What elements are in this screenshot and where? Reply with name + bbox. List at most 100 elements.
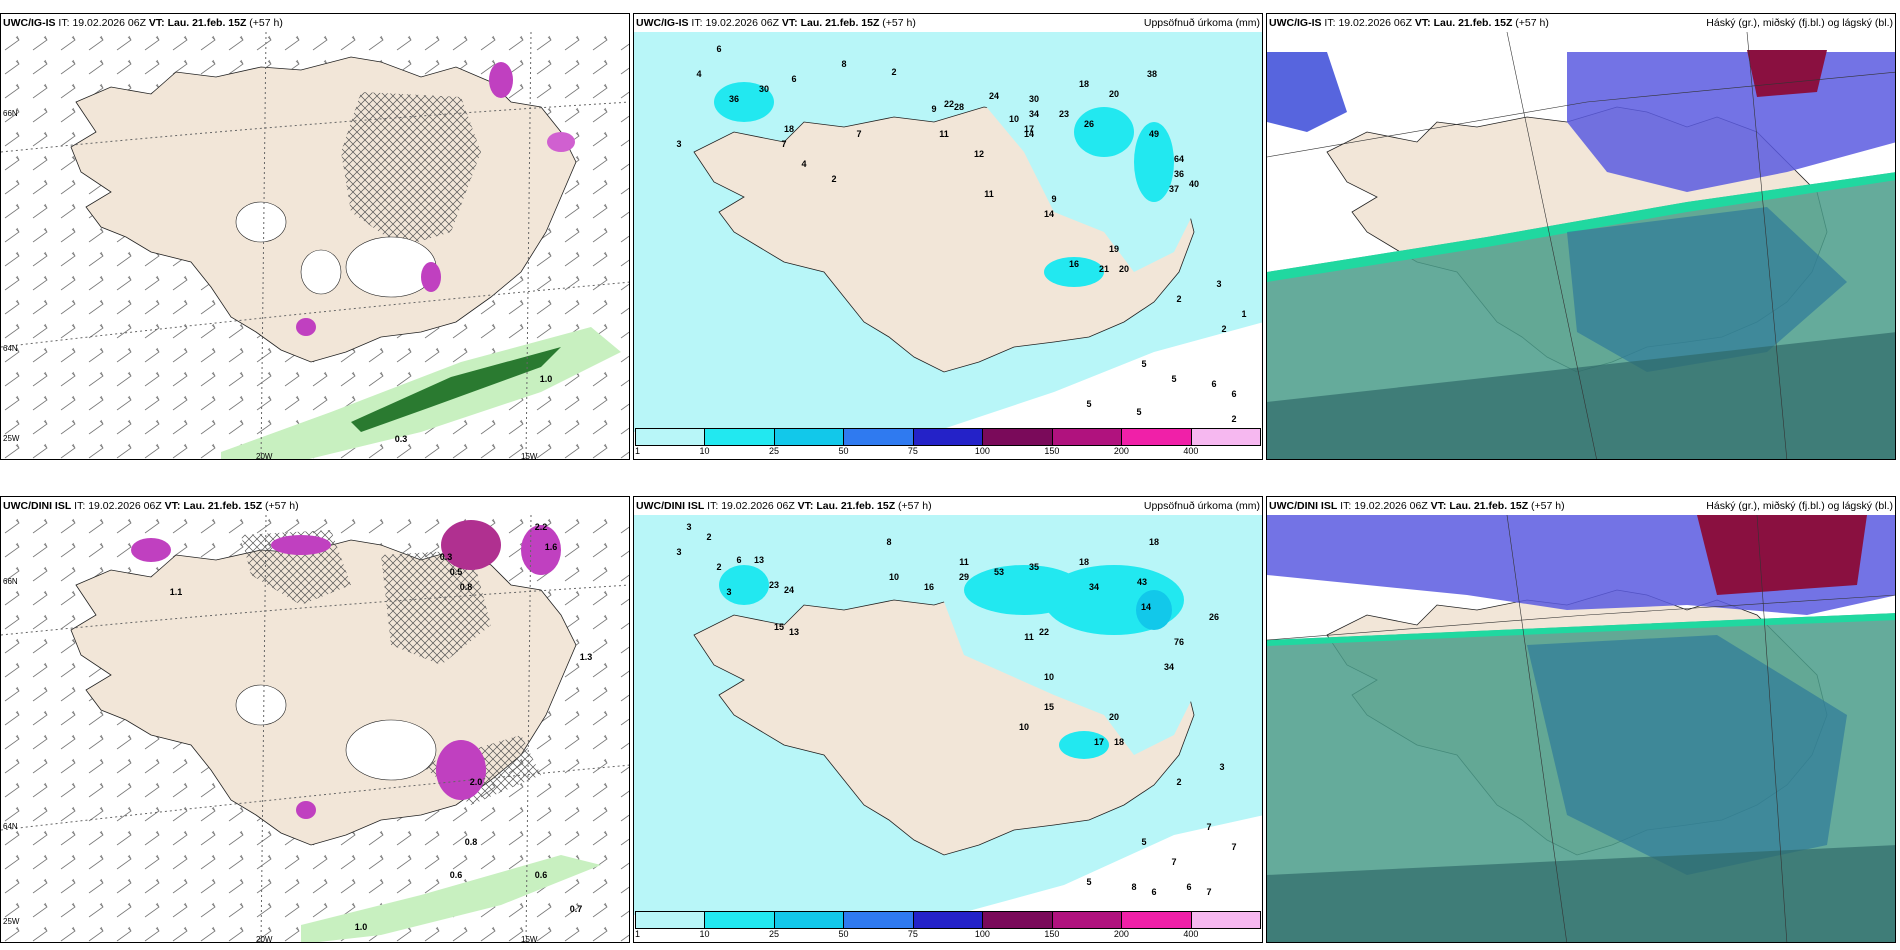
lead-time: (+57 h): [249, 17, 283, 29]
precip-value: 23: [768, 580, 780, 590]
precip-value: 5: [1141, 837, 1147, 847]
precip-value: 2: [1176, 777, 1182, 787]
precip-value: 22: [943, 99, 955, 109]
precip-value: 38: [1146, 69, 1158, 79]
precip-value: 2: [1221, 324, 1227, 334]
legend-cell: [774, 912, 845, 928]
panel-header: UWC/DINI ISL IT: 19.02.2026 06Z VT: Lau.…: [1, 497, 629, 515]
precip-value: 26: [1083, 119, 1095, 129]
precip-value: 22: [1038, 627, 1050, 637]
wind-value: 0.8: [459, 582, 473, 592]
precip-value: 6: [791, 74, 797, 84]
legend-cell: [636, 912, 706, 928]
precip-value: 29: [958, 572, 970, 582]
precip-value: 19: [1108, 244, 1120, 254]
lon-line: [260, 515, 267, 942]
precip-value: 20: [1108, 89, 1120, 99]
precip-value: 5: [1136, 407, 1142, 417]
lon-label: 20W: [256, 935, 273, 943]
legend-tick: 150: [1044, 929, 1060, 939]
it-value: 19.02.2026 06Z: [72, 17, 146, 29]
wind-map: [1, 32, 629, 459]
precip-value: 2: [706, 532, 712, 542]
precip-value: 10: [1008, 114, 1020, 124]
panel-igis-cloud: UWC/IG-IS IT: 19.02.2026 06Z VT: Lau. 21…: [1266, 13, 1896, 460]
precip-value: 36: [728, 94, 740, 104]
precip-value: 76: [1173, 637, 1185, 647]
precip-value: 3: [726, 587, 732, 597]
panel-header: UWC/IG-IS IT: 19.02.2026 06Z VT: Lau. 21…: [634, 14, 1262, 32]
precip-value: 36: [1173, 169, 1185, 179]
grid-line: [1267, 32, 1895, 459]
it-label: IT:: [1340, 500, 1352, 512]
legend-tick: 400: [1183, 929, 1199, 939]
lead-time: (+57 h): [882, 17, 916, 29]
precip-value: 30: [758, 84, 770, 94]
vt-value: Lau. 21.feb. 15Z: [816, 500, 896, 512]
precip-mid-area: [1134, 122, 1174, 202]
precip-value: 3: [686, 522, 692, 532]
precip-value: 13: [753, 555, 765, 565]
precip-value: 18: [783, 124, 795, 134]
panel-dini-wind: UWC/DINI ISL IT: 19.02.2026 06Z VT: Lau.…: [0, 496, 630, 943]
cloud-map: [1267, 32, 1895, 459]
model-name: UWC/DINI ISL: [1269, 500, 1338, 512]
vt-value: Lau. 21.feb. 15Z: [1449, 500, 1529, 512]
legend-cell: [913, 429, 984, 445]
precip-value: 43: [1136, 577, 1148, 587]
precip-area: [131, 538, 171, 562]
wind-value: 1.0: [354, 922, 368, 932]
it-label: IT:: [691, 17, 703, 29]
precip-mid-area: [719, 565, 769, 605]
precip-value: 2: [891, 67, 897, 77]
precip-value: 17: [1093, 737, 1105, 747]
vt-label: VT:: [164, 500, 181, 512]
precip-value: 15: [773, 622, 785, 632]
legend-ticks: 1 10 25 50 75 100 150 200 400: [635, 446, 1261, 458]
precip-value: 7: [1171, 857, 1177, 867]
precip-value: 8: [886, 537, 892, 547]
wind-value: 2.0: [469, 777, 483, 787]
cloud-map: [1267, 515, 1895, 942]
precip-value: 3: [676, 139, 682, 149]
lat-label: 64N: [3, 344, 18, 353]
precip-value: 5: [1141, 359, 1147, 369]
it-label: IT:: [74, 500, 86, 512]
precip-value: 6: [1231, 389, 1237, 399]
low-cloud: [1567, 207, 1847, 372]
precip-value: 6: [1151, 887, 1157, 897]
lon-label: 15W: [521, 452, 538, 460]
low-cloud: [1267, 845, 1895, 942]
legend-tick: 200: [1113, 446, 1129, 456]
legend-cell: [1122, 912, 1192, 928]
legend-cell: [983, 429, 1053, 445]
precip-value: 6: [716, 44, 722, 54]
panel-dini-precip: UWC/DINI ISL IT: 19.02.2026 06Z VT: Lau.…: [633, 496, 1263, 943]
panel-header: UWC/IG-IS IT: 19.02.2026 06Z VT: Lau. 21…: [1, 14, 629, 32]
lat-label: 66N: [3, 109, 18, 118]
model-name: UWC/DINI ISL: [3, 500, 72, 512]
precip-value: 8: [841, 59, 847, 69]
legend-tick: 50: [838, 929, 849, 939]
it-label: IT:: [1324, 17, 1336, 29]
precip-value: 40: [1188, 179, 1200, 189]
product-title: Háský (gr.), miðský (fj.bl.) og lágský (…: [1706, 17, 1893, 29]
lead-time: (+57 h): [898, 500, 932, 512]
precip-legend: 1 10 25 50 75 100 150 200 400: [635, 428, 1261, 458]
wind-value: 0.7: [569, 904, 583, 914]
panel-header: UWC/DINI ISL IT: 19.02.2026 06Z VT: Lau.…: [634, 497, 1262, 515]
precip-value: 34: [1088, 582, 1100, 592]
lat-line: [1, 101, 629, 153]
glacier: [300, 249, 342, 295]
precip-value: 3: [1219, 762, 1225, 772]
glacier: [235, 684, 287, 726]
legend-tick: 25: [768, 929, 779, 939]
glacier: [345, 236, 437, 298]
it-value: 19.02.2026 06Z: [1354, 500, 1428, 512]
precip-value: 34: [1028, 109, 1040, 119]
wind-value: 1.3: [579, 652, 593, 662]
precip-value: 18: [1113, 737, 1125, 747]
precip-value: 14: [1140, 602, 1152, 612]
precip-value: 6: [1211, 379, 1217, 389]
precip-value: 7: [1206, 887, 1212, 897]
